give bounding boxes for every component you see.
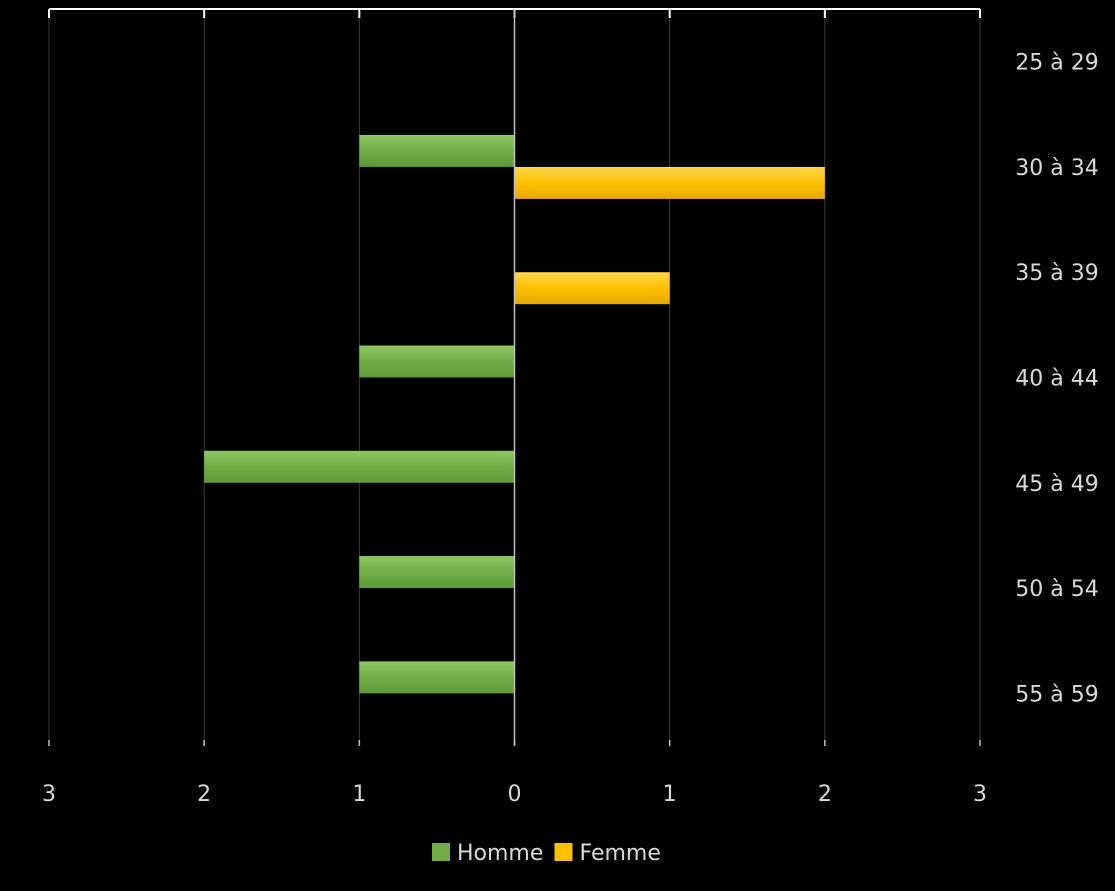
category-label-6: 55 à 59 <box>1015 682 1098 707</box>
bar-homme-1 <box>359 134 515 167</box>
axes <box>48 8 981 746</box>
category-label-5: 50 à 54 <box>1015 577 1098 602</box>
bar-femme-2 <box>514 272 670 305</box>
legend-label-homme: Homme <box>457 841 543 866</box>
legend-label-femme: Femme <box>580 841 661 866</box>
x-tick-label-5: 2 <box>818 782 832 807</box>
legend: Homme Femme <box>432 841 661 866</box>
category-label-0: 25 à 29 <box>1015 51 1098 76</box>
bar-homme-5 <box>359 556 515 589</box>
bar-femme-1 <box>514 166 825 199</box>
x-tick-label-4: 1 <box>663 782 677 807</box>
bar-homme-6 <box>359 661 515 694</box>
x-tick-label-0: 3 <box>42 782 56 807</box>
legend-swatch-homme <box>432 843 450 861</box>
x-tick-label-6: 3 <box>973 782 987 807</box>
labels: 3 2 1 0 1 2 3 25 à 29 30 à 34 35 à 39 40 à 44 45 à … <box>42 51 1099 807</box>
bars <box>204 134 825 694</box>
bar-homme-4 <box>204 450 515 483</box>
category-label-2: 35 à 39 <box>1015 261 1098 286</box>
category-label-4: 45 à 49 <box>1015 472 1098 497</box>
bar-homme-3 <box>359 345 515 378</box>
x-tick-label-3: 0 <box>508 782 522 807</box>
category-label-1: 30 à 34 <box>1015 156 1098 181</box>
x-tick-label-2: 1 <box>352 782 366 807</box>
x-tick-label-1: 2 <box>197 782 211 807</box>
legend-swatch-femme <box>554 843 573 861</box>
category-label-3: 40 à 44 <box>1015 367 1098 392</box>
